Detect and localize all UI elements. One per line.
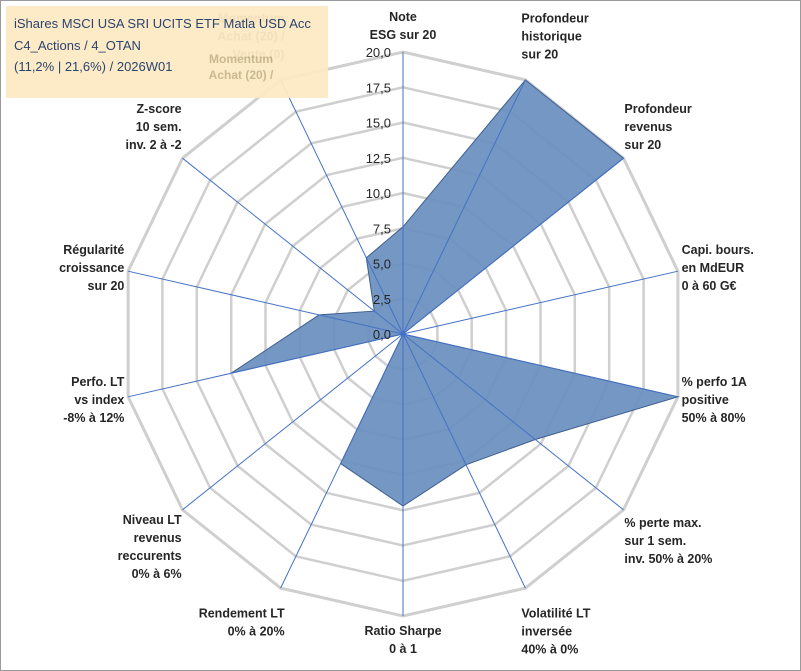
axis-label-line: en MdEUR [682, 261, 745, 275]
axis-spoke [182, 333, 404, 511]
axis-label-text: Ratio Sharpe 0 à 1 [364, 624, 441, 656]
axis-label: % perfo 1A positive 50% à 80% [682, 375, 747, 425]
axis-label-line: Perfo. LT [71, 375, 125, 389]
radar-axis-labels: Note ESG sur 20 Profondeur historique sur 20… [59, 10, 754, 656]
axis-label-line: ESG sur 20 [370, 28, 437, 42]
axis-label-line: inv. 2 à -2 [126, 138, 182, 152]
axis-label-line: 0% à 20% [228, 625, 285, 639]
axis-label-line: sur 20 [88, 279, 125, 293]
axis-label-line: Z-score [136, 102, 181, 116]
tick-label: 7,5 [373, 221, 391, 236]
axis-label-line: inversée [521, 624, 572, 638]
axis-label-line: sur 20 [624, 138, 661, 152]
axis-label-line: revenus [624, 120, 672, 134]
chart-subtitle: C4_Actions / 4_OTAN [14, 38, 141, 53]
tick-label: 0,0 [373, 327, 391, 342]
axis-label-line: 0% à 6% [132, 567, 182, 581]
chart-period: (11,2% | 21,6%) / 2026W01 [14, 59, 173, 74]
axis-label-text: Perfo. LT vs index -8% à 12% [63, 375, 125, 425]
axis-label-line: -8% à 12% [63, 411, 124, 425]
axis-label: Profondeur historique sur 20 [521, 12, 588, 62]
radar-axes [127, 52, 679, 616]
axis-label-text: % perte max. sur 1 sem. inv. 50% à 20% [624, 516, 712, 566]
tick-label: 5,0 [373, 257, 391, 272]
axis-label-line: sur 20 [521, 48, 558, 62]
axis-label-line: % perfo 1A [682, 375, 747, 389]
axis-label-text: Capi. bours. en MdEUR 0 à 60 G€ [682, 243, 754, 293]
axis-label-text: Volatilité LT inversée 40% à 0% [521, 606, 590, 656]
axis-label-line: 0 à 60 G€ [682, 279, 737, 293]
axis-label: Z-score 10 sem. inv. 2 à -2 [126, 102, 182, 152]
axis-label-line: 50% à 80% [682, 411, 746, 425]
axis-label-line: Niveau LT [123, 513, 182, 527]
tick-label: 17,5 [366, 80, 391, 95]
axis-label-text: Note ESG sur 20 [370, 10, 437, 42]
axis-label-text: Rendement LT 0% à 20% [199, 607, 285, 639]
tick-label: 10,0 [366, 186, 391, 201]
axis-label-text: Z-score 10 sem. inv. 2 à -2 [126, 102, 182, 152]
axis-spoke [280, 333, 404, 589]
tick-label: 12,5 [366, 151, 391, 166]
axis-label-line: reccurents [118, 549, 182, 563]
axis-label-text: Profondeur revenus sur 20 [624, 102, 691, 152]
axis-spoke [402, 333, 679, 398]
axis-label-text: Profondeur historique sur 20 [521, 12, 588, 62]
momentum-tag: Momentum Achat (20) / [202, 51, 280, 83]
axis-spoke [402, 333, 624, 511]
axis-label: Niveau LT revenus reccurents 0% à 6% [118, 513, 182, 581]
axis-label-line: Profondeur [624, 102, 691, 116]
axis-label-line: croissance [59, 261, 124, 275]
axis-label: Capi. bours. en MdEUR 0 à 60 G€ [682, 243, 754, 293]
axis-label-line: revenus [134, 531, 182, 545]
tick-label: 2,5 [373, 292, 391, 307]
axis-label-line: historique [521, 30, 581, 44]
axis-label-line: inv. 50% à 20% [624, 552, 712, 566]
axis-label-line: Profondeur [521, 12, 588, 26]
axis-spoke [402, 157, 624, 335]
axis-spoke [127, 270, 404, 335]
axis-label-line: Régularité [63, 243, 124, 257]
axis-label-line: Capi. bours. [682, 243, 754, 257]
axis-label: Ratio Sharpe 0 à 1 [364, 624, 441, 656]
axis-label-line: Rendement LT [199, 607, 285, 621]
axis-label-text: Niveau LT revenus reccurents 0% à 6% [118, 513, 182, 581]
axis-label: % perte max. sur 1 sem. inv. 50% à 20% [624, 516, 712, 566]
axis-spoke [402, 270, 679, 335]
axis-spoke [402, 79, 526, 335]
axis-label-line: % perte max. [624, 516, 701, 530]
axis-spoke [280, 79, 404, 335]
momentum-tag-line: Momentum [209, 52, 273, 66]
tick-label: 15,0 [366, 116, 391, 131]
axis-label: Régularité croissance sur 20 [59, 243, 124, 293]
chart-title-box: iShares MSCI USA SRI UCITS ETF Matla USD… [6, 6, 328, 98]
axis-label-line: 40% à 0% [521, 642, 578, 656]
axis-spoke [402, 333, 526, 589]
radar-tick-labels: 0,0 2,5 5,0 7,5 10,0 12,5 15,0 17,5 20,0 [366, 45, 391, 342]
axis-label: Volatilité LT inversée 40% à 0% [521, 606, 590, 656]
axis-label-line: Note [389, 10, 417, 24]
axis-spoke [127, 333, 404, 398]
axis-label: Profondeur revenus sur 20 [624, 102, 691, 152]
tick-label: 20,0 [366, 45, 391, 60]
axis-label-line: Ratio Sharpe [364, 624, 441, 638]
chart-title: iShares MSCI USA SRI UCITS ETF Matla USD… [14, 16, 311, 31]
axis-label-line: Volatilité LT [521, 606, 590, 620]
axis-label: Perfo. LT vs index -8% à 12% [63, 375, 125, 425]
axis-label-line: 0 à 1 [389, 642, 417, 656]
axis-spoke [182, 157, 404, 335]
axis-label-text: Régularité croissance sur 20 [59, 243, 124, 293]
axis-label: Rendement LT 0% à 20% [199, 607, 285, 639]
axis-label-line: sur 1 sem. [624, 534, 686, 548]
axis-label-text: % perfo 1A positive 50% à 80% [682, 375, 747, 425]
axis-label: Note ESG sur 20 [370, 10, 437, 42]
momentum-tag-line: Achat (20) / [208, 68, 274, 82]
axis-label-line: positive [682, 393, 729, 407]
axis-label-line: 10 sem. [136, 120, 182, 134]
axis-label-line: vs index [74, 393, 124, 407]
